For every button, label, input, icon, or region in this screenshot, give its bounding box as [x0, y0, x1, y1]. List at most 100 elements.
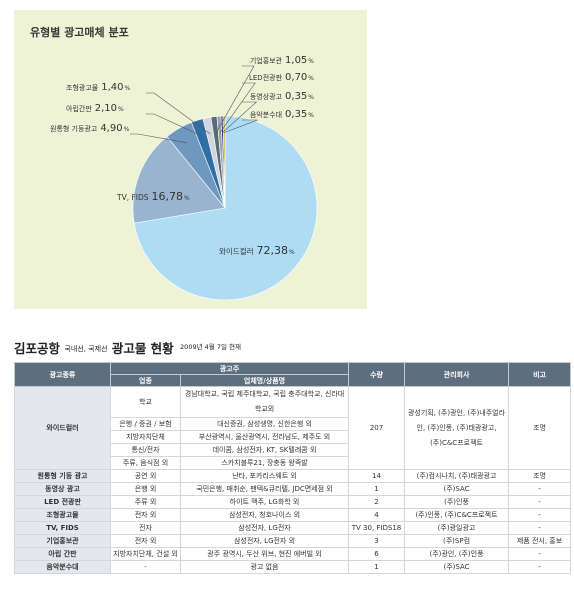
cell-note: - — [508, 521, 572, 535]
leader-line — [219, 82, 256, 133]
cell-manager: (주)컴시나치, (주)태광광고 — [404, 469, 510, 483]
cell-industry: 전자 — [110, 521, 181, 535]
cell-note: - — [508, 560, 572, 574]
cell-company: 하이트 맥주, LG화학 외 — [179, 495, 350, 509]
header-count: 수량 — [348, 362, 406, 387]
slice-label: 조형광고물 1,40% — [66, 82, 130, 93]
table-row: 동영상 광고 은행 외 국민은행, 매취순, 팬텍&큐리텔, JDC면세점 외 1 (주… — [14, 482, 572, 496]
slice-value: 0,35 — [285, 109, 307, 120]
chart-panel: 유형별 광고매체 분포 와이드컬러 72,38% TV, FIDS 16,78% 원통형… — [14, 10, 367, 309]
slice-value: 0,70 — [285, 72, 307, 83]
cell-industry: 공연 외 — [110, 469, 181, 483]
cell-manager: (주)SP컴 — [404, 534, 510, 548]
cell-type: 기업홍보관 — [14, 534, 111, 548]
slice-label: LED전광판 0,70% — [249, 72, 314, 83]
leader-line — [215, 65, 255, 134]
cell-count: 207 — [348, 386, 406, 470]
slice-label-name: LED전광판 — [249, 73, 283, 82]
table-row: 원통형 기둥 광고 공연 외 난타, 포카리스웨트 외 14 (주)컴시나치, (주)태… — [14, 469, 572, 483]
cell-company: 삼성전자, LG전자 — [179, 521, 350, 535]
slice-value: 1,05 — [285, 55, 307, 66]
cell-industry: 주류 외 — [110, 495, 181, 509]
cell-company: 국민은행, 매취순, 팬텍&큐리텔, JDC면세점 외 — [179, 482, 350, 496]
cell-note: - — [508, 495, 572, 509]
slice-label-name: 기업홍보관 — [250, 56, 283, 65]
header-manager: 관리회사 — [404, 362, 510, 387]
slice-value: 72,38 — [257, 244, 289, 257]
cell-count: 1 — [348, 560, 406, 574]
slice-label-name: 음악분수대 — [250, 111, 282, 119]
cell-note: - — [508, 547, 572, 561]
slice-unit: % — [308, 94, 314, 101]
table-row: LED 전광판 주류 외 하이트 맥주, LG화학 외 2 (주)인풍 - — [14, 495, 572, 509]
cell-company: 데이콤, 삼성전자, KT, SK텔레콤 외 — [179, 443, 350, 457]
table-row: 조형광고물 전자 외 삼성전자, 청호나이스 외 4 (주)인풍, (주)C&C프로젝트… — [14, 508, 572, 522]
slice-label-name: 와이드컬러 — [219, 246, 254, 256]
cell-industry: 학교 — [110, 386, 181, 418]
cell-manager: (주)SAC — [404, 482, 510, 496]
header-advertiser: 광고주 — [109, 362, 350, 375]
slice-unit: % — [184, 195, 190, 202]
table-row: 아립 간판 지방자치단체, 건설 외 광주 광역시, 두산 위브, 현진 에버빌 외… — [14, 547, 572, 561]
cell-count: 1 — [348, 482, 406, 496]
cell-company: 스카치블루21, 장충동 왕족발 — [179, 456, 350, 470]
slice-unit: % — [124, 126, 130, 133]
slice-label: 아립간판 2,10% — [66, 103, 124, 114]
cell-industry: 통신/전자 — [110, 443, 181, 457]
pie-slice — [133, 115, 318, 301]
cell-company: 광고 없음 — [179, 560, 350, 574]
cell-note: 조명 — [508, 386, 572, 470]
cell-count: TV 30, FIDS18 — [348, 521, 406, 535]
slice-label-name: TV, FIDS — [116, 193, 149, 202]
cell-company: 삼성전자, LG전자 외 — [179, 534, 350, 548]
slice-label: 기업홍보관 1,05% — [250, 55, 314, 66]
cell-industry: - — [110, 560, 181, 574]
table-title-sub: 국내선, 국제선 — [64, 345, 108, 353]
table-row: 기업홍보관 전자 외 삼성전자, LG전자 외 3 (주)SP컴 제품 전시, 홍보 — [14, 534, 572, 548]
cell-type: 원통형 기둥 광고 — [14, 469, 111, 483]
cell-note: 제품 전시, 홍보 — [508, 534, 572, 548]
slice-unit: % — [308, 75, 314, 82]
leader-line — [222, 101, 258, 133]
cell-company: 삼성전자, 청호나이스 외 — [179, 508, 350, 522]
cell-count: 4 — [348, 508, 406, 522]
table-row: 음악분수대 - 광고 없음 1 (주)SAC - — [14, 560, 572, 574]
slice-value: 16,78 — [152, 190, 184, 203]
slice-label-name: 동영상광고 — [250, 92, 283, 101]
cell-count: 6 — [348, 547, 406, 561]
ad-status-table: 광고종류 광고주 수량 관리회사 비고 업종 업체명/상품명 와이드컬러 학교 … — [14, 362, 572, 574]
slice-label: 음악분수대 0,35% — [250, 109, 314, 120]
table-row: 와이드컬러 학교 경남대학교, 국립 제주대학교, 국립 충주대학교, 신라대학… — [14, 386, 572, 470]
cell-manager: (주)광일광고 — [404, 521, 510, 535]
slice-label-name: 아립간판 — [66, 104, 92, 113]
slice-unit: % — [289, 249, 295, 256]
cell-industry: 지방자치단체, 건설 외 — [110, 547, 181, 561]
slice-label-name: 조형광고물 — [66, 84, 99, 92]
cell-manager: (주)SAC — [404, 560, 510, 574]
table-title-tail: 광고물 현황 — [111, 341, 174, 356]
cell-company: 광주 광역시, 두산 위브, 현진 에버빌 외 — [179, 547, 350, 561]
table-row: TV, FIDS 전자 삼성전자, LG전자 TV 30, FIDS18 (주)광일광고… — [14, 521, 572, 535]
cell-company: 난타, 포카리스웨트 외 — [179, 469, 350, 483]
leader-line — [146, 113, 203, 137]
pie-slice — [222, 115, 226, 209]
cell-count: 14 — [348, 469, 406, 483]
cell-manager: (주)인풍, (주)C&C프로젝트 — [404, 508, 510, 522]
slice-label: 동영상광고 0,35% — [250, 91, 314, 102]
cell-manager: (주)광인, (주)인풍 — [404, 547, 510, 561]
slice-label: TV, FIDS 16,78% — [116, 190, 190, 203]
cell-count: 2 — [348, 495, 406, 509]
leader-line — [146, 92, 211, 135]
header-note: 비고 — [508, 362, 572, 387]
cell-industry: 은행 외 — [110, 482, 181, 496]
table-row: 은행 / 증권 / 보험 대신증권, 삼성생명, 신한은행 외 — [15, 417, 571, 431]
pie-slice — [132, 136, 226, 224]
cell-industry: 은행 / 증권 / 보험 — [110, 417, 181, 431]
header-company: 업체명/상품명 — [179, 374, 350, 387]
slice-unit: % — [118, 106, 124, 113]
cell-note: - — [508, 482, 572, 496]
cell-type: TV, FIDS — [14, 521, 111, 535]
pie-chart: 와이드컬러 72,38%TV, FIDS 16,78%원통형 기둥광고 4,90%아립… — [50, 55, 318, 301]
cell-type: 음악분수대 — [14, 560, 111, 574]
slice-value: 1,40 — [101, 82, 123, 93]
